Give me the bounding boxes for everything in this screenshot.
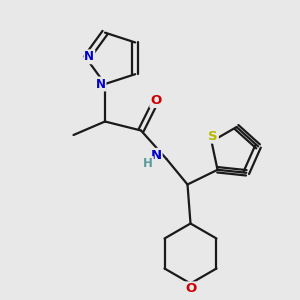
Text: H: H xyxy=(143,157,153,170)
Text: O: O xyxy=(150,94,162,107)
Text: N: N xyxy=(95,77,106,91)
Text: N: N xyxy=(84,50,94,63)
Text: O: O xyxy=(185,282,196,296)
Text: N: N xyxy=(150,149,162,162)
Text: S: S xyxy=(208,130,218,142)
